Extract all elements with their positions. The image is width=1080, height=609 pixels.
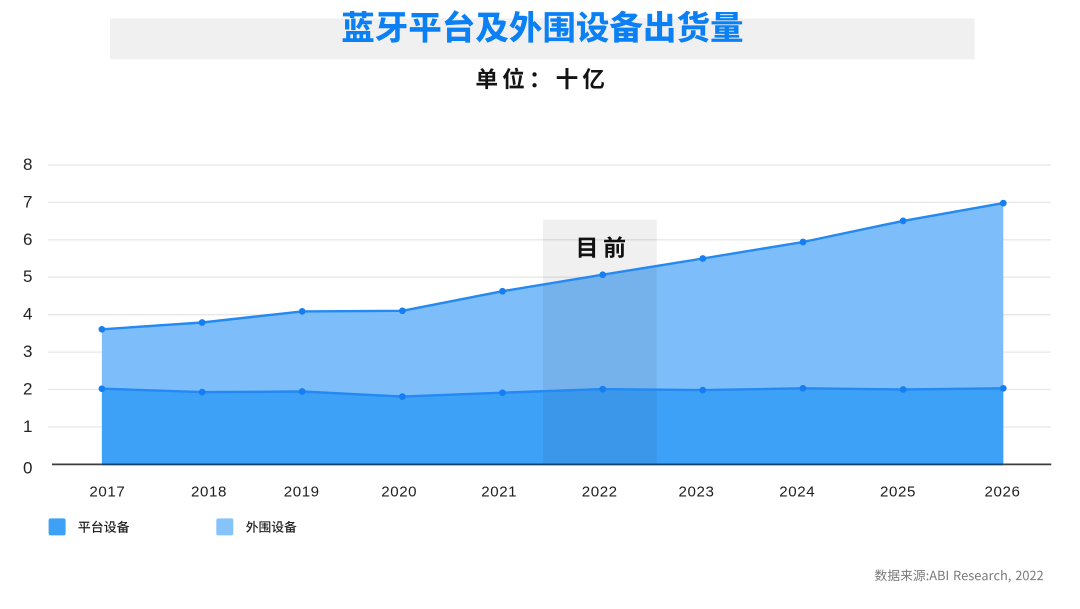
svg-text:5: 5	[23, 267, 32, 286]
svg-text:2017: 2017	[89, 483, 125, 500]
svg-text:2021: 2021	[481, 483, 517, 500]
svg-text:2018: 2018	[191, 483, 227, 500]
svg-text:2024: 2024	[779, 483, 815, 500]
svg-text:2023: 2023	[679, 483, 715, 500]
svg-text:2019: 2019	[284, 483, 320, 500]
svg-text:7: 7	[23, 192, 32, 211]
svg-text:2020: 2020	[381, 483, 417, 500]
svg-text:4: 4	[23, 305, 32, 324]
svg-text:2: 2	[23, 380, 32, 399]
svg-text:2026: 2026	[985, 483, 1021, 500]
svg-text:3: 3	[23, 342, 32, 361]
svg-text:8: 8	[23, 155, 32, 174]
svg-text:0: 0	[23, 458, 32, 477]
svg-text:1: 1	[23, 417, 32, 436]
svg-text:2022: 2022	[582, 483, 618, 500]
svg-text:6: 6	[23, 230, 32, 249]
svg-text:2025: 2025	[880, 483, 916, 500]
